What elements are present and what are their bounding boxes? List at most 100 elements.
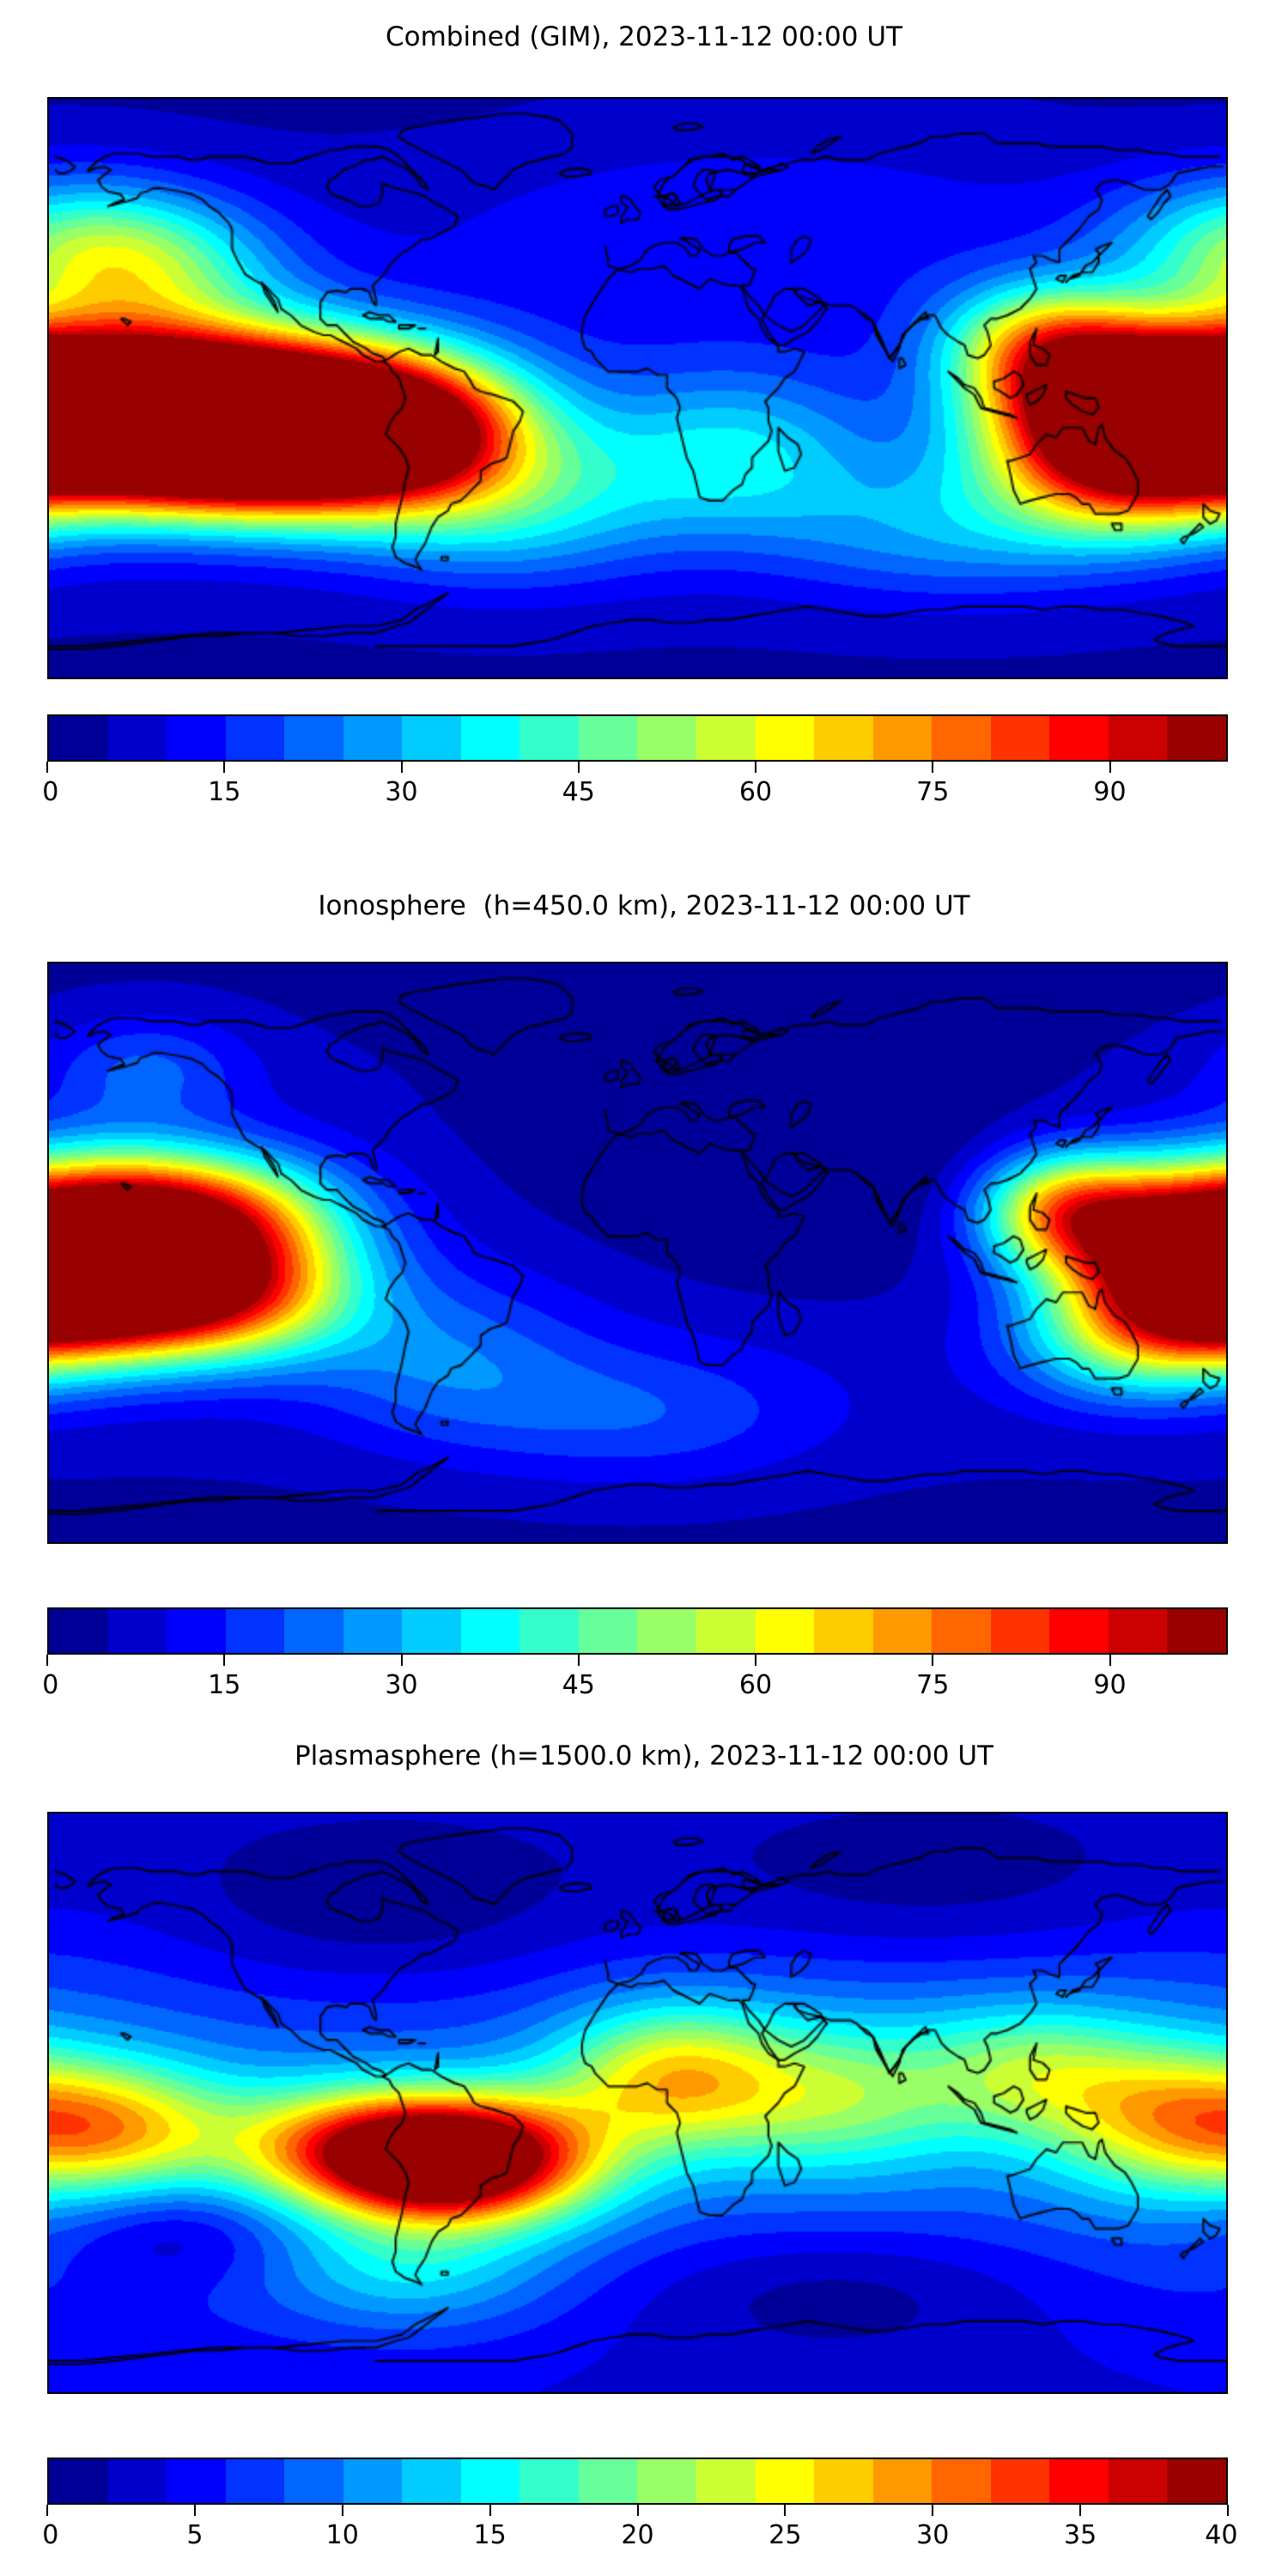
colorbar-swatch bbox=[167, 1609, 226, 1653]
colorbar-combined: 0 15 30 45 60 75 90 bbox=[42, 714, 1228, 810]
colorbar-swatch bbox=[284, 1609, 343, 1653]
colorbar-swatch bbox=[519, 716, 579, 760]
colorbar-swatch bbox=[872, 716, 933, 760]
colorbar-swatch bbox=[755, 716, 815, 760]
colorbar-tick-label: 45 bbox=[562, 1670, 595, 1700]
colorbar-swatch bbox=[637, 716, 697, 760]
colorbar-swatch bbox=[284, 716, 343, 760]
colorbar-ticks-combined bbox=[46, 762, 1228, 775]
colorbar-swatch bbox=[637, 2459, 697, 2503]
colorbar-swatch bbox=[1108, 716, 1168, 760]
colorbar-tick bbox=[577, 762, 580, 773]
colorbar-swatch bbox=[814, 1609, 873, 1653]
colorbar-swatch bbox=[1049, 716, 1109, 760]
colorbar-swatch bbox=[932, 1609, 991, 1653]
colorbar-tick-label: 30 bbox=[385, 777, 418, 807]
colorbar-tick-label: 30 bbox=[385, 1670, 418, 1700]
map-axes-ionosphere bbox=[47, 962, 1228, 1544]
panel-title-plasmasphere: Plasmasphere (h=1500.0 km), 2023-11-12 0… bbox=[294, 1741, 993, 1771]
colorbar-swatch bbox=[1167, 2459, 1226, 2503]
colorbar-tick bbox=[46, 2505, 48, 2516]
colorbar-swatch bbox=[932, 716, 991, 760]
colorbar-tick-label: 5 bbox=[186, 2520, 204, 2550]
colorbar-plasmasphere: 0 5 10 15 20 25 30 35 40 bbox=[42, 2458, 1237, 2553]
map-canvas-ionosphere bbox=[49, 963, 1226, 1542]
colorbar-swatch bbox=[343, 716, 403, 760]
map-canvas-combined bbox=[49, 99, 1226, 677]
colorbar-swatch bbox=[578, 716, 638, 760]
colorbar-swatch bbox=[578, 2459, 638, 2503]
colorbar-swatch bbox=[519, 1609, 579, 1653]
colorbar-swatch bbox=[460, 2459, 520, 2503]
colorbar-swatch bbox=[460, 1609, 520, 1653]
colorbar-tick-label: 15 bbox=[208, 1670, 241, 1700]
colorbar-labels-plasmasphere: 0 5 10 15 20 25 30 35 40 bbox=[42, 2518, 1237, 2553]
colorbar-tick bbox=[755, 1655, 756, 1666]
colorbar-labels-combined: 0 15 30 45 60 75 90 bbox=[42, 775, 1228, 810]
colorbar-swatch bbox=[1108, 1609, 1168, 1653]
colorbar-tick-label: 90 bbox=[1093, 777, 1127, 807]
map-axes-plasmasphere bbox=[47, 1812, 1228, 2394]
colorbar-swatch bbox=[990, 716, 1050, 760]
colorbar-swatch bbox=[49, 716, 108, 760]
colorbar-tick bbox=[46, 762, 48, 773]
colorbar-swatch bbox=[107, 1609, 167, 1653]
colorbar-tick-label: 25 bbox=[769, 2520, 802, 2550]
colorbar-swatch bbox=[755, 1609, 815, 1653]
colorbar-ticks-ionosphere bbox=[46, 1655, 1228, 1668]
colorbar-tick bbox=[400, 762, 403, 773]
colorbar-swatch bbox=[637, 1609, 697, 1653]
panel-title-ionosphere: Ionosphere (h=450.0 km), 2023-11-12 00:0… bbox=[318, 890, 970, 921]
colorbar-tick-label: 15 bbox=[208, 777, 241, 807]
colorbar-tick bbox=[223, 1655, 226, 1666]
colorbar-swatch bbox=[402, 1609, 461, 1653]
colorbar-ionosphere: 0 15 30 45 60 75 90 bbox=[42, 1607, 1228, 1703]
colorbar-swatch bbox=[167, 2459, 226, 2503]
map-axes-combined bbox=[47, 97, 1228, 679]
colorbar-tick bbox=[489, 2505, 491, 2516]
colorbar-swatch bbox=[872, 1609, 933, 1653]
colorbar-swatch bbox=[460, 716, 520, 760]
colorbar-swatch bbox=[1049, 1609, 1109, 1653]
colorbar-swatch bbox=[696, 716, 756, 760]
colorbar-tick-label: 40 bbox=[1205, 2520, 1238, 2550]
colorbar-labels-ionosphere: 0 15 30 45 60 75 90 bbox=[42, 1668, 1228, 1703]
colorbar-tick bbox=[636, 2505, 639, 2516]
colorbar-swatch bbox=[49, 1609, 108, 1653]
colorbar-swatch bbox=[107, 2459, 167, 2503]
colorbar-tick bbox=[1109, 1655, 1111, 1666]
colorbar-swatch bbox=[578, 1609, 638, 1653]
colorbar-tick-label: 0 bbox=[42, 2520, 59, 2550]
colorbar-tick-label: 60 bbox=[738, 1670, 773, 1700]
colorbar-swatch bbox=[225, 1609, 285, 1653]
colorbar-tick-label: 75 bbox=[916, 777, 950, 807]
colorbar-swatch bbox=[1108, 2459, 1168, 2503]
colorbar-swatch bbox=[755, 2459, 815, 2503]
colorbar-tick-label: 15 bbox=[473, 2520, 507, 2550]
colorbar-tick bbox=[784, 2505, 787, 2516]
colorbar-swatch bbox=[402, 716, 461, 760]
colorbar-tick-label: 20 bbox=[621, 2520, 654, 2550]
colorbar-swatch bbox=[343, 2459, 403, 2503]
colorbar-swatch bbox=[990, 2459, 1050, 2503]
colorbar-tick-label: 35 bbox=[1064, 2520, 1097, 2550]
colorbar-tick bbox=[1079, 2505, 1082, 2516]
colorbar-swatch bbox=[990, 1609, 1050, 1653]
colorbar-swatch bbox=[225, 716, 285, 760]
colorbar-tick-label: 45 bbox=[562, 777, 595, 807]
colorbar-swatch bbox=[696, 2459, 756, 2503]
colorbar-swatch bbox=[932, 2459, 991, 2503]
colorbar-gradient-ionosphere bbox=[47, 1607, 1228, 1655]
colorbar-swatch bbox=[519, 2459, 579, 2503]
colorbar-swatch bbox=[167, 716, 226, 760]
colorbar-swatch bbox=[402, 2459, 461, 2503]
colorbar-tick-label: 10 bbox=[325, 2520, 359, 2550]
colorbar-swatch bbox=[284, 2459, 343, 2503]
colorbar-swatch bbox=[1049, 2459, 1109, 2503]
colorbar-swatch bbox=[872, 2459, 933, 2503]
panel-title-combined: Combined (GIM), 2023-11-12 00:00 UT bbox=[386, 21, 902, 52]
colorbar-tick bbox=[1227, 2505, 1229, 2516]
colorbar-tick bbox=[46, 1655, 48, 1666]
colorbar-gradient-plasmasphere bbox=[47, 2458, 1228, 2505]
